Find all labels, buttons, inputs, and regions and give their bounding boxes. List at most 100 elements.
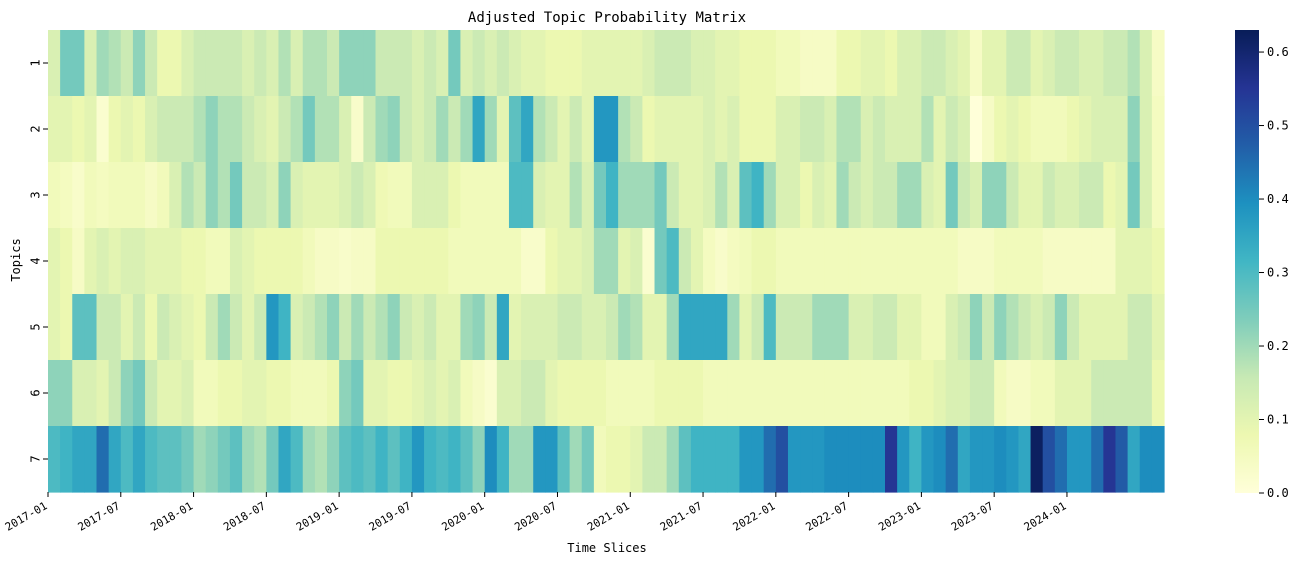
heatmap-cell (169, 294, 183, 361)
heatmap-cell (278, 228, 292, 295)
heatmap-cell (739, 294, 753, 361)
heatmap-cell (436, 426, 449, 493)
heatmap-cell (84, 360, 98, 427)
heatmap-cell (460, 426, 474, 493)
heatmap-cell (872, 228, 886, 295)
heatmap-cell (909, 294, 922, 361)
heatmap-cell (60, 162, 73, 229)
heatmap-cell (484, 162, 498, 229)
heatmap-cell (848, 426, 862, 493)
heatmap-cell (1006, 294, 1020, 361)
heatmap-cell (120, 426, 134, 493)
x-axis-label: Time Slices (567, 541, 646, 555)
heatmap-cell (1103, 96, 1117, 163)
heatmap-cell (387, 426, 401, 493)
heatmap-cell (242, 96, 255, 163)
heatmap-cell (1127, 360, 1141, 427)
heatmap-cell (496, 30, 510, 97)
heatmap-cell (921, 360, 935, 427)
heatmap-cell (1079, 360, 1092, 427)
heatmap-cell (654, 294, 668, 361)
heatmap-cell (254, 162, 267, 229)
heatmap-cell (727, 228, 741, 295)
heatmap-cell (933, 228, 947, 295)
heatmap-cell (678, 294, 692, 361)
heatmap-cell (1079, 96, 1092, 163)
heatmap-cell (424, 162, 437, 229)
heatmap-cell (60, 96, 73, 163)
heatmap-cell (399, 294, 413, 361)
heatmap-cell (48, 426, 61, 493)
heatmap-cell (1091, 96, 1104, 163)
heatmap-cell (1018, 294, 1032, 361)
heatmap-cell (387, 162, 401, 229)
heatmap-cell (1018, 162, 1032, 229)
heatmap-cell (897, 228, 910, 295)
colorbar-tick-label: 0.5 (1267, 119, 1289, 133)
heatmap-cell (1054, 96, 1068, 163)
heatmap-cell (120, 360, 134, 427)
heatmap-cell (824, 228, 838, 295)
heatmap-cell (351, 426, 364, 493)
colorbar-tick-label: 0.4 (1267, 192, 1289, 206)
x-tick-label: 2021-01 (585, 499, 632, 533)
heatmap-cell (545, 294, 559, 361)
heatmap-cell (533, 360, 546, 427)
heatmap-cell (885, 228, 898, 295)
heatmap-cell (72, 360, 85, 427)
heatmap-cell (969, 294, 983, 361)
heatmap-cell (812, 228, 825, 295)
heatmap-cell (703, 360, 716, 427)
heatmap-cell (314, 294, 328, 361)
colorbar (1235, 30, 1259, 493)
heatmap-cell (266, 96, 280, 163)
heatmap-cell (120, 30, 134, 97)
heatmap-cell (933, 294, 947, 361)
heatmap-cell (411, 228, 425, 295)
heatmap-cell (569, 360, 583, 427)
heatmap-cell (690, 30, 704, 97)
heatmap-cell (48, 360, 61, 427)
heatmap-cell (593, 30, 607, 97)
heatmap-cell (557, 294, 571, 361)
x-tick-label: 2020-07 (512, 499, 559, 533)
heatmap-cell (72, 30, 85, 97)
heatmap-cell (545, 30, 559, 97)
heatmap-cell (193, 30, 207, 97)
heatmap-cell (606, 228, 619, 295)
heatmap-cell (229, 30, 243, 97)
heatmap-cell (703, 294, 716, 361)
y-axis-label: Topics (9, 238, 23, 281)
heatmap-cell (800, 360, 813, 427)
heatmap-cell (787, 294, 801, 361)
heatmap-cell (921, 294, 935, 361)
heatmap-cell (1054, 360, 1068, 427)
heatmap-cell (763, 96, 777, 163)
heatmap-cell (642, 96, 656, 163)
heatmap-cell (630, 228, 643, 295)
heatmap-cell (545, 96, 559, 163)
heatmap-cell (1079, 426, 1092, 493)
x-tick-label: 2020-01 (440, 499, 487, 533)
heatmap-cell (278, 294, 292, 361)
heatmap-cell (1151, 294, 1165, 361)
x-tick-label: 2022-07 (803, 499, 850, 533)
heatmap-cell (181, 228, 195, 295)
heatmap-cell (96, 294, 110, 361)
heatmap-cell (921, 426, 935, 493)
heatmap-cell (120, 162, 134, 229)
heatmap-cell (132, 294, 146, 361)
heatmap-cell (751, 96, 765, 163)
heatmap-cell (339, 30, 352, 97)
heatmap-cell (302, 162, 316, 229)
heatmap-cell (181, 162, 195, 229)
heatmap-cell (715, 162, 728, 229)
heatmap-cell (860, 162, 874, 229)
heatmap-cell (448, 360, 462, 427)
heatmap-cell (193, 294, 207, 361)
heatmap-cell (897, 162, 910, 229)
heatmap-cell (1042, 228, 1056, 295)
heatmap-cell (872, 162, 886, 229)
heatmap-cell (969, 360, 983, 427)
heatmap-cell (278, 426, 292, 493)
